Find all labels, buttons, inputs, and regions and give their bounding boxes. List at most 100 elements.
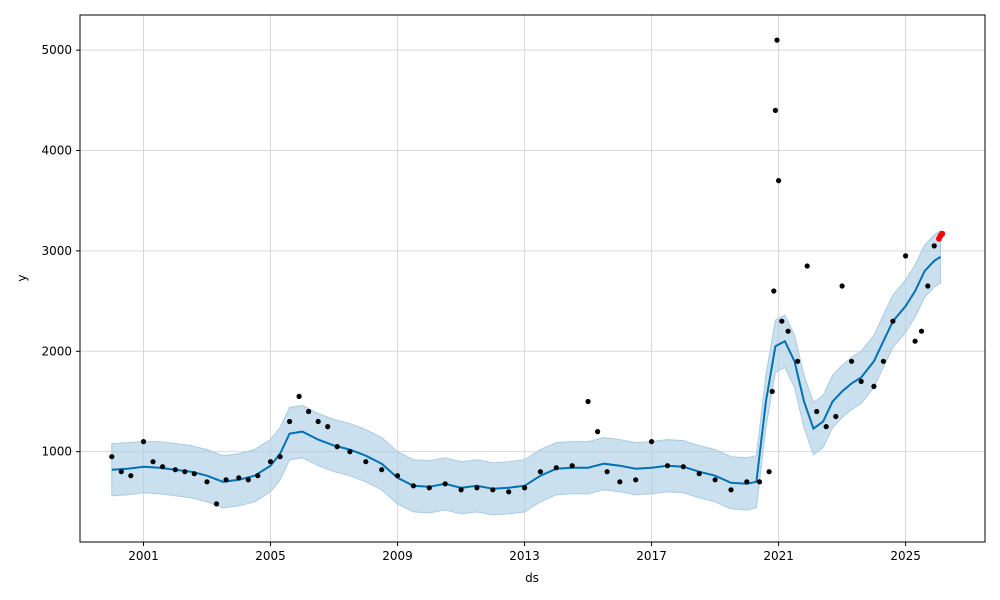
observed-point (118, 469, 124, 475)
observed-points-layer (109, 37, 937, 507)
observed-point (756, 479, 763, 485)
observed-point (426, 485, 432, 491)
y-tick-label: 5000 (41, 43, 72, 57)
observed-point (277, 454, 283, 460)
y-axis-ticks: 1000 2000 3000 4000 5000 (41, 43, 80, 459)
observed-point (918, 328, 925, 334)
observed-point (160, 464, 166, 470)
observed-point (604, 469, 610, 475)
highlight-point (939, 230, 946, 237)
observed-point (315, 418, 321, 425)
observed-point (213, 501, 220, 507)
observed-point (839, 283, 845, 289)
observed-point (537, 469, 544, 475)
observed-point (680, 464, 686, 470)
observed-point (858, 378, 864, 384)
observed-point (223, 477, 229, 483)
x-axis-ticks: 2001 2005 2009 2013 2017 2021 2025 (128, 542, 921, 563)
x-tick-label: 2005 (255, 549, 286, 563)
observed-point (347, 449, 353, 455)
observed-point (595, 429, 601, 435)
observed-point (325, 424, 331, 430)
observed-point (814, 408, 820, 415)
observed-point (617, 479, 623, 485)
observed-point (696, 471, 702, 477)
plot-frame (79, 14, 986, 543)
observed-point (849, 358, 855, 364)
observed-point (903, 253, 909, 259)
observed-point (191, 471, 197, 477)
observed-point (925, 283, 931, 289)
observed-point (553, 465, 559, 471)
observed-point (585, 398, 591, 405)
y-tick-label: 1000 (41, 445, 72, 459)
observed-point (522, 485, 528, 491)
observed-point (150, 459, 156, 465)
y-axis-label: y (15, 274, 29, 281)
observed-point (772, 107, 779, 113)
highlight-points-layer (936, 230, 946, 242)
observed-point (769, 388, 775, 394)
observed-point (490, 487, 496, 493)
observed-point (664, 463, 671, 469)
observed-point (296, 393, 302, 399)
observed-point (140, 439, 147, 445)
observed-point (649, 439, 655, 445)
observed-point (182, 469, 188, 475)
uncertainty-band (111, 229, 941, 516)
observed-point (109, 454, 115, 460)
observed-point (474, 485, 480, 491)
observed-point (890, 318, 896, 324)
observed-point (394, 473, 401, 479)
observed-point (363, 459, 369, 465)
observed-point (506, 489, 512, 495)
observed-point (728, 487, 734, 493)
x-axis-label: ds (525, 571, 539, 585)
observed-point (833, 413, 839, 420)
observed-point (255, 473, 261, 479)
x-tick-label: 2017 (636, 549, 667, 563)
observed-point (931, 243, 937, 249)
x-tick-label: 2021 (763, 549, 794, 563)
observed-point (823, 424, 829, 430)
observed-point (267, 459, 274, 465)
observed-point (771, 288, 777, 294)
observed-point (334, 444, 340, 450)
observed-point (245, 477, 251, 483)
x-tick-label: 2001 (128, 549, 159, 563)
x-tick-label: 2013 (509, 549, 540, 563)
observed-point (880, 358, 887, 364)
observed-point (785, 328, 791, 334)
observed-point (744, 479, 750, 485)
observed-point (804, 263, 810, 269)
y-tick-label: 2000 (41, 344, 72, 358)
y-tick-label: 3000 (41, 244, 72, 258)
observed-point (779, 318, 785, 324)
observed-point (379, 467, 385, 473)
observed-point (287, 418, 293, 425)
observed-point (458, 487, 464, 493)
observed-point (795, 358, 801, 364)
observed-point (766, 469, 772, 475)
observed-point (306, 408, 312, 415)
observed-point (633, 477, 639, 483)
observed-point (912, 338, 918, 344)
observed-point (236, 475, 242, 481)
observed-point (128, 473, 134, 479)
observed-point (712, 477, 718, 483)
observed-point (776, 178, 782, 184)
observed-point (172, 467, 178, 473)
uncertainty-band-layer (111, 229, 941, 516)
observed-point (204, 479, 210, 485)
observed-point (871, 383, 877, 389)
observed-point (774, 37, 780, 43)
x-tick-label: 2025 (890, 549, 921, 563)
observed-point (410, 483, 416, 489)
observed-point (442, 481, 448, 487)
y-tick-label: 4000 (41, 144, 72, 158)
x-tick-label: 2009 (382, 549, 413, 563)
grid-layer (80, 15, 985, 542)
observed-point (569, 463, 575, 469)
